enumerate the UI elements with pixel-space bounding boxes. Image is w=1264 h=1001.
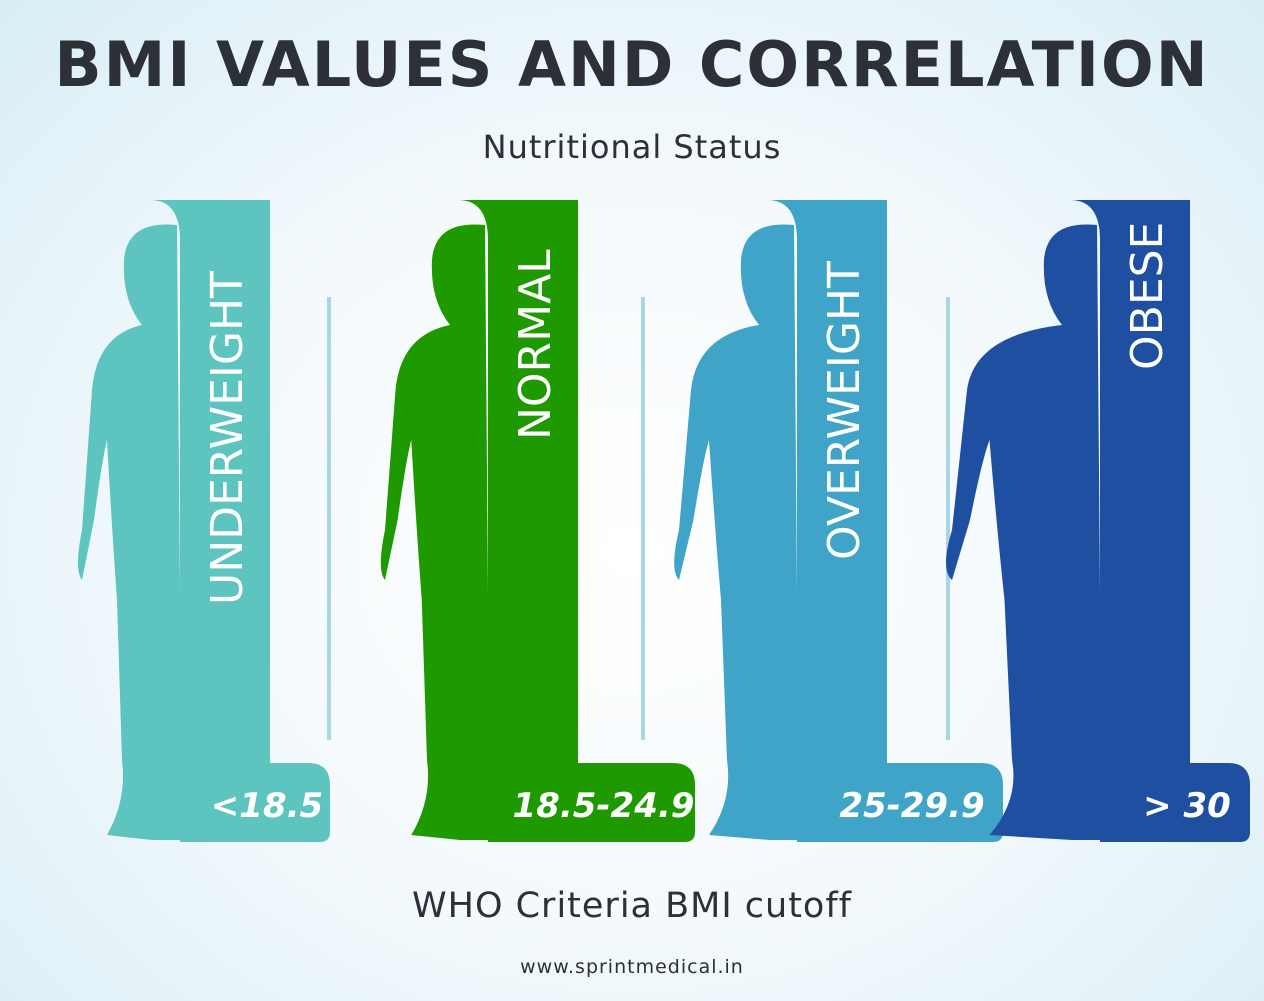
bmi-category-overweight: OVERWEIGHT 25-29.9: [674, 200, 1003, 842]
bmi-category-normal: NORMAL 18.5-24.9: [380, 200, 695, 842]
bmi-range-label: <18.5: [211, 786, 323, 826]
website-url: www.sprintmedical.in: [520, 956, 744, 978]
divider-line: [327, 297, 331, 740]
person-silhouette-icon: [946, 224, 1102, 840]
divider-line: [946, 297, 950, 740]
ruler-shape: [1070, 200, 1250, 842]
ruler-shape: [767, 200, 1003, 842]
category-label: UNDERWEIGHT: [202, 271, 253, 605]
person-silhouette-icon: [674, 224, 799, 840]
footer-caption: WHO Criteria BMI cutoff: [412, 886, 852, 926]
person-silhouette-icon: [380, 224, 490, 840]
ruler-shape: [150, 200, 330, 842]
category-label: OBESE: [1122, 222, 1173, 370]
subtitle: Nutritional Status: [482, 128, 782, 166]
page-title: BMI VALUES AND CORRELATION: [54, 28, 1210, 101]
bmi-category-obese: OBESE > 30: [946, 200, 1250, 842]
category-label: OVERWEIGHT: [819, 261, 870, 560]
bmi-category-underweight: UNDERWEIGHT <18.5: [78, 200, 330, 842]
bmi-range-label: > 30: [1143, 786, 1231, 826]
bmi-range-label: 18.5-24.9: [513, 786, 695, 826]
ruler-shape: [458, 200, 695, 842]
divider-line: [641, 297, 645, 740]
bmi-range-label: 25-29.9: [839, 786, 984, 826]
person-silhouette-icon: [78, 224, 182, 840]
category-label: NORMAL: [510, 249, 561, 440]
